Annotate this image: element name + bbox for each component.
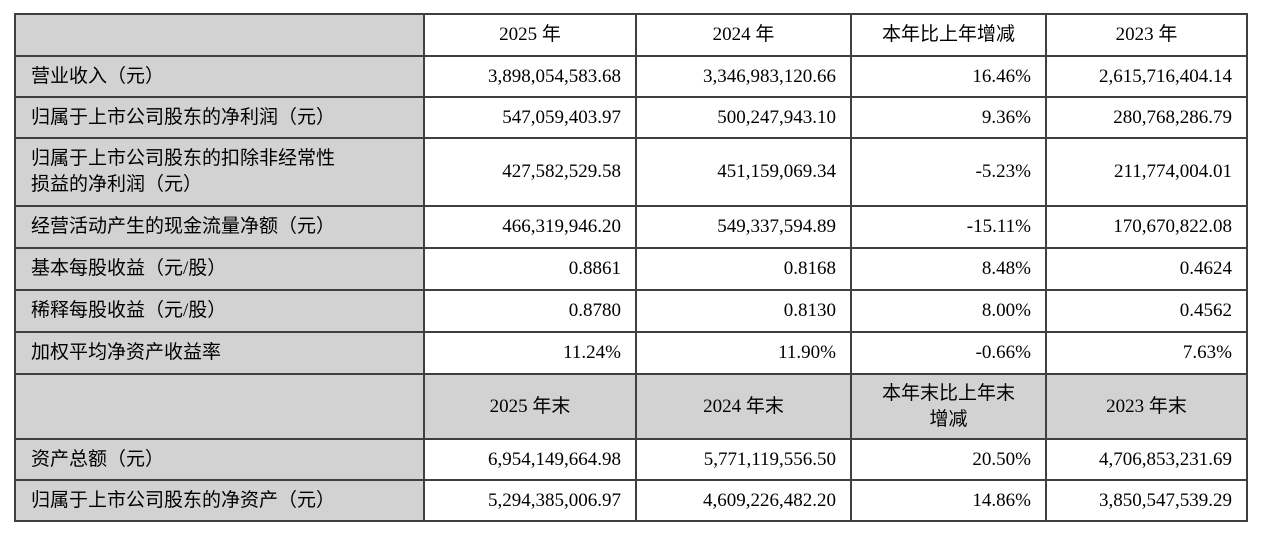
col-header-2024-end: 2024 年末 bbox=[635, 373, 852, 440]
row-label: 加权平均净资产收益率 bbox=[14, 331, 425, 375]
financial-summary-table-wrap: 2025 年 2024 年 本年比上年增减 2023 年 营业收入（元） 3,8… bbox=[14, 13, 1248, 522]
cell-value: 280,768,286.79 bbox=[1045, 96, 1248, 139]
row-label: 归属于上市公司股东的净资产（元） bbox=[14, 479, 425, 522]
year-end-header-blank-cell bbox=[14, 373, 425, 440]
cell-value: 16.46% bbox=[850, 55, 1047, 98]
row-label: 资产总额（元） bbox=[14, 438, 425, 481]
col-header-2023-end: 2023 年末 bbox=[1045, 373, 1248, 440]
cell-value: 8.00% bbox=[850, 289, 1047, 333]
cell-value: 0.8168 bbox=[635, 247, 852, 291]
table-row-weighted-avg-roe: 加权平均净资产收益率 11.24% 11.90% -0.66% 7.63% bbox=[14, 331, 1248, 375]
cell-value: 170,670,822.08 bbox=[1045, 205, 1248, 249]
cell-value: 549,337,594.89 bbox=[635, 205, 852, 249]
cell-value: 4,706,853,231.69 bbox=[1045, 438, 1248, 481]
cell-value: 5,771,119,556.50 bbox=[635, 438, 852, 481]
row-label: 稀释每股收益（元/股） bbox=[14, 289, 425, 333]
cell-value: 500,247,943.10 bbox=[635, 96, 852, 139]
cell-value: 0.8130 bbox=[635, 289, 852, 333]
cell-value: -0.66% bbox=[850, 331, 1047, 375]
table-row-basic-eps: 基本每股收益（元/股） 0.8861 0.8168 8.48% 0.4624 bbox=[14, 247, 1248, 291]
cell-value: 451,159,069.34 bbox=[635, 137, 852, 207]
table-row-net-profit-excl-nonrecurring: 归属于上市公司股东的扣除非经常性 损益的净利润（元） 427,582,529.5… bbox=[14, 137, 1248, 207]
table-row-operating-cash-flow: 经营活动产生的现金流量净额（元） 466,319,946.20 549,337,… bbox=[14, 205, 1248, 249]
cell-value: 11.90% bbox=[635, 331, 852, 375]
cell-value: 3,898,054,583.68 bbox=[423, 55, 637, 98]
cell-value: 9.36% bbox=[850, 96, 1047, 139]
cell-value: 211,774,004.01 bbox=[1045, 137, 1248, 207]
cell-value: 3,346,983,120.66 bbox=[635, 55, 852, 98]
cell-value: -15.11% bbox=[850, 205, 1047, 249]
year-end-header-row: 2025 年末 2024 年末 本年末比上年末 增减 2023 年末 bbox=[14, 373, 1248, 440]
cell-value: 7.63% bbox=[1045, 331, 1248, 375]
table-row-net-profit: 归属于上市公司股东的净利润（元） 547,059,403.97 500,247,… bbox=[14, 96, 1248, 139]
cell-value: 4,609,226,482.20 bbox=[635, 479, 852, 522]
cell-value: 20.50% bbox=[850, 438, 1047, 481]
cell-value: 427,582,529.58 bbox=[423, 137, 637, 207]
row-label: 归属于上市公司股东的净利润（元） bbox=[14, 96, 425, 139]
cell-value: 8.48% bbox=[850, 247, 1047, 291]
cell-value: 6,954,149,664.98 bbox=[423, 438, 637, 481]
cell-value: 3,850,547,539.29 bbox=[1045, 479, 1248, 522]
cell-value: 2,615,716,404.14 bbox=[1045, 55, 1248, 98]
row-label: 营业收入（元） bbox=[14, 55, 425, 98]
cell-value: 5,294,385,006.97 bbox=[423, 479, 637, 522]
cell-value: 547,059,403.97 bbox=[423, 96, 637, 139]
col-header-2024: 2024 年 bbox=[635, 13, 852, 57]
table-row-net-assets: 归属于上市公司股东的净资产（元） 5,294,385,006.97 4,609,… bbox=[14, 479, 1248, 522]
row-label: 归属于上市公司股东的扣除非经常性 损益的净利润（元） bbox=[14, 137, 425, 207]
row-label: 基本每股收益（元/股） bbox=[14, 247, 425, 291]
cell-value: 14.86% bbox=[850, 479, 1047, 522]
col-header-2025-end: 2025 年末 bbox=[423, 373, 637, 440]
cell-value: -5.23% bbox=[850, 137, 1047, 207]
financial-summary-table: 2025 年 2024 年 本年比上年增减 2023 年 营业收入（元） 3,8… bbox=[14, 13, 1248, 522]
cell-value: 11.24% bbox=[423, 331, 637, 375]
row-label: 经营活动产生的现金流量净额（元） bbox=[14, 205, 425, 249]
cell-value: 0.4562 bbox=[1045, 289, 1248, 333]
table-row-diluted-eps: 稀释每股收益（元/股） 0.8780 0.8130 8.00% 0.4562 bbox=[14, 289, 1248, 333]
cell-value: 466,319,946.20 bbox=[423, 205, 637, 249]
col-header-yoy-end-change: 本年末比上年末 增减 bbox=[850, 373, 1047, 440]
cell-value: 0.8780 bbox=[423, 289, 637, 333]
col-header-yoy-change: 本年比上年增减 bbox=[850, 13, 1047, 57]
year-header-row: 2025 年 2024 年 本年比上年增减 2023 年 bbox=[14, 13, 1248, 57]
cell-value: 0.8861 bbox=[423, 247, 637, 291]
table-row-total-assets: 资产总额（元） 6,954,149,664.98 5,771,119,556.5… bbox=[14, 438, 1248, 481]
col-header-2025: 2025 年 bbox=[423, 13, 637, 57]
col-header-2023: 2023 年 bbox=[1045, 13, 1248, 57]
year-header-blank-cell bbox=[14, 13, 425, 57]
cell-value: 0.4624 bbox=[1045, 247, 1248, 291]
table-row-revenue: 营业收入（元） 3,898,054,583.68 3,346,983,120.6… bbox=[14, 55, 1248, 98]
